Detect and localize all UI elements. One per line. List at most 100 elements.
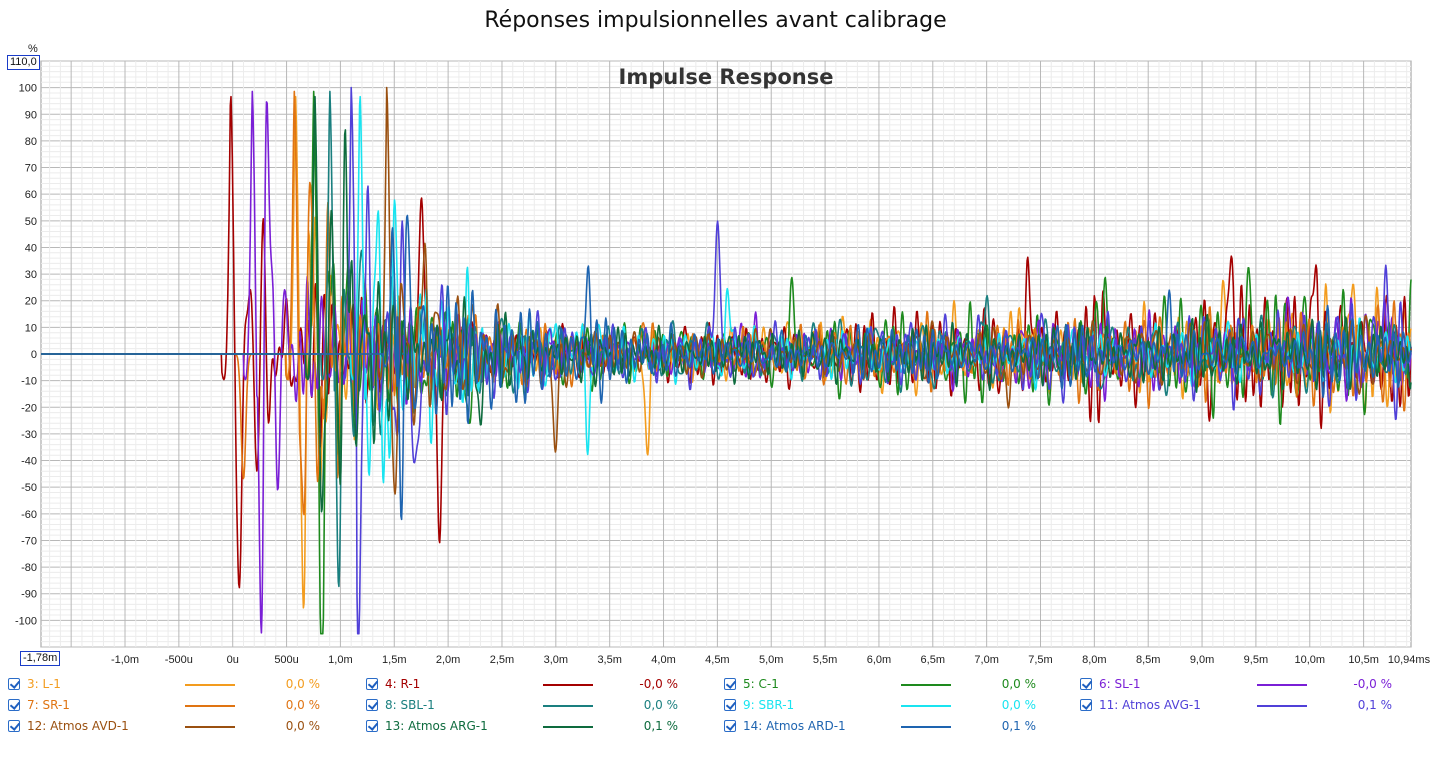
x-tick-label: 8,0m <box>1082 654 1106 666</box>
legend-item[interactable]: 8: SBL-1 0,0 % <box>366 697 696 717</box>
legend-item[interactable]: 13: Atmos ARG-1 0,1 % <box>366 718 696 738</box>
legend-label: 9: SBR-1 <box>743 698 795 712</box>
legend-swatch <box>543 705 593 707</box>
legend-item[interactable]: 7: SR-1 0,0 % <box>8 697 338 717</box>
series-lines <box>40 86 1412 635</box>
y-tick-label: -80 <box>21 562 37 574</box>
legend-label: 7: SR-1 <box>27 698 70 712</box>
x-tick-label: 10,0m <box>1294 654 1325 666</box>
legend-checkbox[interactable] <box>724 699 736 711</box>
legend-checkbox[interactable] <box>366 720 378 732</box>
y-tick-label: 60 <box>25 189 37 201</box>
y-tick-label: 0 <box>31 349 37 361</box>
x-tick-label: 10,94ms <box>1388 654 1431 666</box>
legend-checkbox[interactable] <box>8 678 20 690</box>
legend-item[interactable]: 6: SL-1 -0,0 % <box>1080 676 1410 696</box>
x-tick-label: 10,5m <box>1348 654 1379 666</box>
legend-item[interactable]: 3: L-1 0,0 % <box>8 676 338 696</box>
legend-value: -0,0 % <box>1353 677 1392 691</box>
legend-swatch <box>1257 705 1307 707</box>
x-tick-label: 5,0m <box>759 654 783 666</box>
legend-checkbox[interactable] <box>8 699 20 711</box>
legend-swatch <box>185 726 235 728</box>
legend-item[interactable]: 14: Atmos ARD-1 0,1 % <box>724 718 1054 738</box>
y-tick-label: 100 <box>19 83 37 95</box>
legend-label: 12: Atmos AVD-1 <box>27 719 129 733</box>
y-tick-label: -50 <box>21 482 37 494</box>
series-line[interactable] <box>40 214 1412 521</box>
y-tick-label: 40 <box>25 242 37 254</box>
legend-value: 0,0 % <box>1001 677 1036 691</box>
legend-value: 0,0 % <box>643 698 678 712</box>
legend-checkbox[interactable] <box>366 699 378 711</box>
legend-item[interactable]: 5: C-1 0,0 % <box>724 676 1054 696</box>
legend-swatch <box>901 705 951 707</box>
legend-value: 0,1 % <box>1357 698 1392 712</box>
legend-value: 0,0 % <box>1001 698 1036 712</box>
x-tick-label: 5,5m <box>813 654 837 666</box>
y-top-readout[interactable]: 110,0 <box>7 55 40 70</box>
y-tick-label: -90 <box>21 589 37 601</box>
legend-value: -0,0 % <box>639 677 678 691</box>
legend-checkbox[interactable] <box>366 678 378 690</box>
x-tick-label: 9,0m <box>1190 654 1214 666</box>
legend-label: 13: Atmos ARG-1 <box>385 719 488 733</box>
legend-swatch <box>185 684 235 686</box>
legend-swatch <box>543 684 593 686</box>
legend-item[interactable]: 11: Atmos AVG-1 0,1 % <box>1080 697 1410 717</box>
legend-item[interactable]: 4: R-1 -0,0 % <box>366 676 696 696</box>
x-tick-label: 6,0m <box>867 654 891 666</box>
legend-swatch <box>901 726 951 728</box>
legend-label: 4: R-1 <box>385 677 421 691</box>
x-tick-label: 8,5m <box>1136 654 1160 666</box>
y-tick-label: 50 <box>25 216 37 228</box>
y-tick-label: -20 <box>21 402 37 414</box>
y-tick-label: -40 <box>21 456 37 468</box>
chart-title: Impulse Response <box>619 65 834 89</box>
legend-value: 0,1 % <box>1001 719 1036 733</box>
x-tick-label: 4,0m <box>651 654 675 666</box>
legend-checkbox[interactable] <box>724 720 736 732</box>
y-tick-label: -60 <box>21 509 37 521</box>
x-tick-label: 6,5m <box>921 654 945 666</box>
y-tick-label: -30 <box>21 429 37 441</box>
legend-item[interactable]: 9: SBR-1 0,0 % <box>724 697 1054 717</box>
y-axis-unit-label: % <box>28 43 38 55</box>
legend-value: 0,0 % <box>285 677 320 691</box>
legend-item[interactable]: 12: Atmos AVD-1 0,0 % <box>8 718 338 738</box>
legend-value: 0,0 % <box>285 698 320 712</box>
x-tick-label: 7,5m <box>1028 654 1052 666</box>
legend-swatch <box>185 705 235 707</box>
legend-label: 3: L-1 <box>27 677 61 691</box>
legend-value: 0,0 % <box>285 719 320 733</box>
legend-label: 14: Atmos ARD-1 <box>743 719 846 733</box>
y-axis-ticks: 1009080706050403020100-10-20-30-40-50-60… <box>15 83 37 628</box>
legend-swatch <box>1257 684 1307 686</box>
y-tick-label: 10 <box>25 322 37 334</box>
legend-label: 11: Atmos AVG-1 <box>1099 698 1201 712</box>
legend-label: 6: SL-1 <box>1099 677 1141 691</box>
x-axis-ticks: -1,0m -500u 0u 500u 1,0m 1,5m 2,0m 2,5m 3,0m 3,5m… <box>111 654 1431 666</box>
impulse-response-chart[interactable]: 1009080706050403020100-10-20-30-40-50-60… <box>0 0 1431 676</box>
y-tick-label: 90 <box>25 109 37 121</box>
x-tick-label: 2,0m <box>436 654 460 666</box>
legend-checkbox[interactable] <box>1080 678 1092 690</box>
x-tick-label: 7,0m <box>974 654 998 666</box>
legend-checkbox[interactable] <box>724 678 736 690</box>
x-tick-label: 3,0m <box>544 654 568 666</box>
x-tick-label: 2,5m <box>490 654 514 666</box>
y-tick-label: -100 <box>15 615 37 627</box>
legend-checkbox[interactable] <box>8 720 20 732</box>
y-tick-label: 80 <box>25 136 37 148</box>
y-tick-label: 30 <box>25 269 37 281</box>
x-tick-label: -1,0m <box>111 654 139 666</box>
y-tick-label: -10 <box>21 376 37 388</box>
x-tick-label: 0u <box>227 654 239 666</box>
x-tick-label: 1,0m <box>328 654 352 666</box>
x-tick-label: -500u <box>165 654 193 666</box>
legend-swatch <box>901 684 951 686</box>
legend-checkbox[interactable] <box>1080 699 1092 711</box>
x-tick-label: 3,5m <box>597 654 621 666</box>
x-tick-label: 1,5m <box>382 654 406 666</box>
x-left-readout[interactable]: -1,78m <box>20 651 61 666</box>
